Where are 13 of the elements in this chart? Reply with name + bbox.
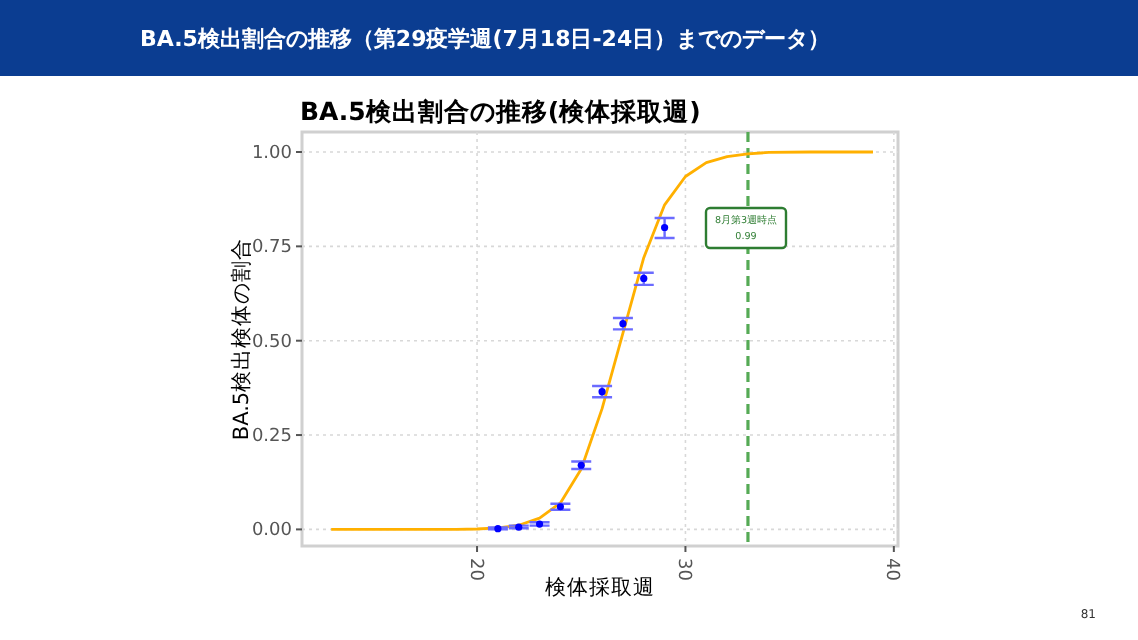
y-tick-label: 0.75 bbox=[251, 238, 292, 259]
y-tick-label: 1.00 bbox=[251, 144, 293, 164]
y-tick-label: 0.50 bbox=[251, 332, 293, 353]
chart-subtitle: BA.5検出割合の推移(検体採取週) bbox=[300, 96, 701, 126]
line-series bbox=[329, 150, 875, 531]
x-tick-label: 40 bbox=[881, 558, 902, 582]
chart-title: BA.5検出割合の推移（第29疫学週(7月18日-24日）までのデータ） bbox=[140, 26, 831, 52]
x-tick-label: 20 bbox=[464, 558, 485, 582]
x-axis-title: 検体採取週 bbox=[545, 576, 655, 600]
x-tick-label: 30 bbox=[673, 558, 694, 582]
y-tick-label: 0.00 bbox=[251, 521, 293, 542]
y-axis-title: BA.5検出検体の割合 bbox=[228, 237, 254, 441]
y-tick-label: 0.25 bbox=[251, 427, 292, 448]
